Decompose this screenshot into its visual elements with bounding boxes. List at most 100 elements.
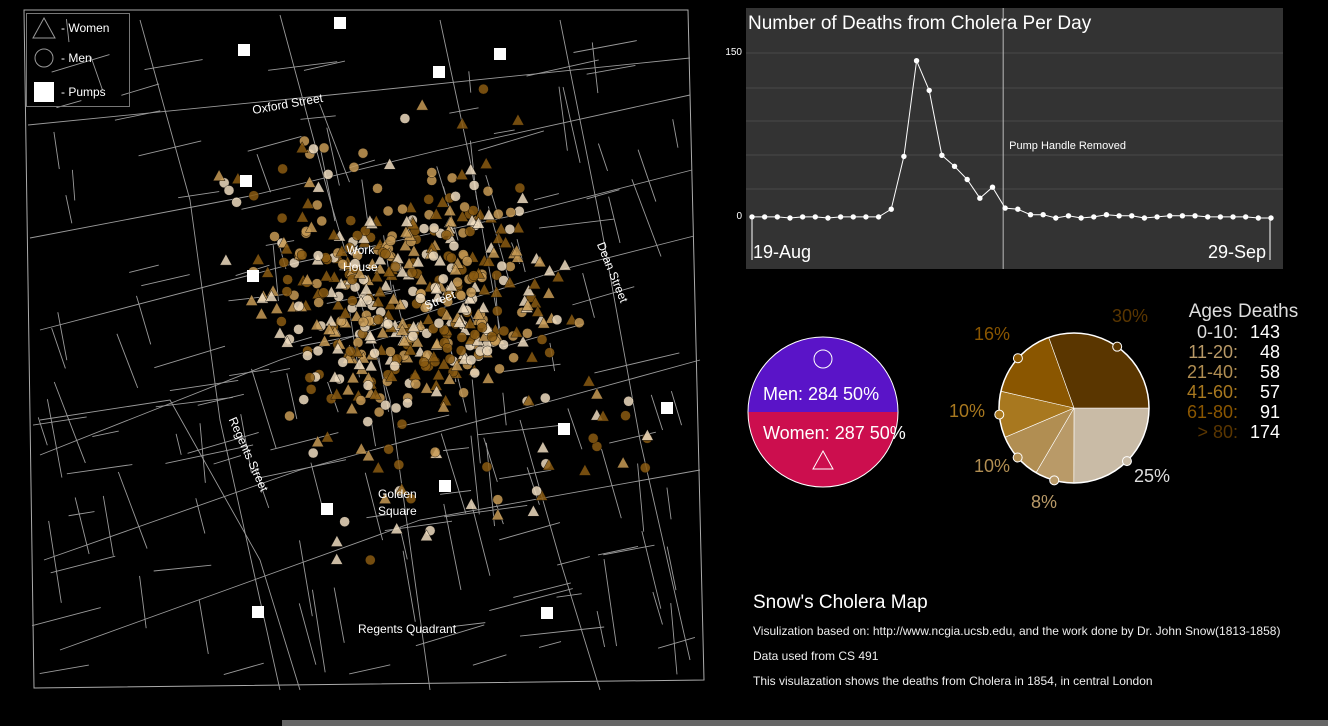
pump-marker[interactable]: [433, 66, 445, 78]
pump-marker[interactable]: [494, 48, 506, 60]
data-point[interactable]: [964, 176, 970, 183]
data-point[interactable]: [799, 214, 806, 220]
data-point[interactable]: [977, 195, 983, 201]
ages-table-row: 11-20: 48: [1180, 342, 1298, 362]
data-point[interactable]: [901, 153, 907, 160]
woman-death-marker: [433, 254, 447, 266]
deaths-per-day-chart[interactable]: Number of Deaths from Cholera Per Day 15…: [720, 8, 1290, 270]
data-point[interactable]: [774, 214, 781, 220]
data-point[interactable]: [1078, 215, 1084, 221]
pump-marker[interactable]: [541, 607, 553, 619]
data-point[interactable]: [888, 206, 894, 212]
street-segment: [501, 363, 561, 373]
age-pie-chart[interactable]: 25% 8% 10% 10% 16% 30%: [940, 300, 1180, 520]
data-point[interactable]: [1065, 213, 1072, 219]
data-point[interactable]: [1116, 213, 1122, 219]
street-segment: [641, 531, 662, 609]
data-point[interactable]: [951, 163, 958, 169]
data-point[interactable]: [1154, 214, 1160, 220]
pump-marker[interactable]: [252, 606, 264, 618]
data-point[interactable]: [1179, 213, 1186, 219]
street-segment: [558, 86, 568, 151]
woman-death-marker: [404, 343, 417, 356]
gender-pie-chart[interactable]: Men: 284 50% Women: 287 50%: [746, 332, 936, 492]
data-point[interactable]: [1167, 213, 1173, 219]
woman-death-marker: [482, 254, 496, 267]
data-point[interactable]: [1192, 213, 1198, 219]
woman-death-marker: [376, 326, 390, 338]
pump-marker[interactable]: [439, 480, 451, 492]
data-point[interactable]: [1255, 215, 1262, 221]
woman-death-marker: [318, 334, 331, 347]
data-point[interactable]: [850, 214, 856, 220]
data-point[interactable]: [1027, 212, 1034, 218]
pump-marker[interactable]: [238, 44, 250, 56]
data-point[interactable]: [1129, 213, 1135, 219]
bottom-scrollbar[interactable]: [282, 720, 1328, 726]
data-point[interactable]: [1141, 215, 1148, 221]
woman-death-marker: [404, 201, 418, 213]
pump-marker[interactable]: [321, 503, 333, 515]
man-death-marker: [494, 363, 505, 375]
age-range: 21-40:: [1186, 362, 1238, 382]
gender-pie-outline: [747, 336, 899, 488]
data-point[interactable]: [825, 215, 831, 221]
man-death-marker: [355, 395, 367, 406]
woman-death-marker: [510, 325, 524, 338]
pie-slice-men[interactable]: [748, 337, 898, 412]
pie-slice-women[interactable]: [748, 412, 898, 487]
street-segment: [538, 218, 615, 229]
street-segment: [489, 588, 573, 612]
street-segment: [144, 59, 203, 70]
pump-handle-removed-label: Pump Handle Removed: [1009, 140, 1126, 152]
man-death-marker: [419, 302, 431, 313]
data-point[interactable]: [1242, 214, 1249, 220]
data-point[interactable]: [1103, 212, 1110, 218]
woman-death-marker: [437, 357, 451, 370]
data-point[interactable]: [1091, 214, 1097, 220]
cholera-map[interactable]: [0, 0, 710, 700]
street-segment: [195, 498, 206, 534]
pump-marker[interactable]: [240, 175, 252, 187]
data-point[interactable]: [863, 214, 869, 220]
pump-marker[interactable]: [558, 423, 570, 435]
man-death-marker: [389, 360, 400, 372]
data-point[interactable]: [812, 214, 818, 220]
data-point[interactable]: [1230, 214, 1236, 220]
pump-marker[interactable]: [661, 402, 673, 414]
man-death-marker: [399, 113, 411, 124]
woman-death-marker: [543, 264, 556, 276]
data-point[interactable]: [1002, 205, 1008, 211]
woman-death-marker: [492, 232, 505, 244]
man-death-marker: [302, 350, 313, 361]
legend-women-label: - Women: [61, 21, 110, 35]
woman-death-marker: [327, 228, 341, 240]
data-point[interactable]: [913, 58, 920, 64]
data-point[interactable]: [1040, 212, 1046, 218]
data-point[interactable]: [939, 152, 945, 158]
data-point[interactable]: [989, 184, 996, 190]
street-segment: [478, 130, 544, 152]
street-segment: [32, 416, 87, 426]
data-point[interactable]: [749, 214, 755, 220]
woman-death-marker: [330, 535, 344, 547]
data-point[interactable]: [875, 214, 882, 220]
man-death-marker: [352, 337, 364, 348]
data-point[interactable]: [1217, 214, 1224, 220]
man-death-marker: [337, 259, 348, 270]
data-point[interactable]: [926, 87, 932, 94]
pump-marker[interactable]: [247, 270, 259, 282]
street-segment: [65, 195, 73, 224]
data-point[interactable]: [1053, 215, 1059, 221]
data-point[interactable]: [1268, 215, 1274, 221]
data-point[interactable]: [761, 214, 768, 220]
data-point[interactable]: [1015, 206, 1021, 212]
data-point[interactable]: [837, 214, 844, 220]
pump-marker[interactable]: [334, 17, 346, 29]
data-point[interactable]: [787, 215, 793, 221]
data-point[interactable]: [1205, 214, 1211, 220]
age-pie-marker: [1112, 341, 1123, 352]
woman-death-marker: [303, 175, 316, 188]
woman-death-marker: [491, 508, 505, 521]
label-golden-square-line1: Golden: [378, 487, 417, 501]
